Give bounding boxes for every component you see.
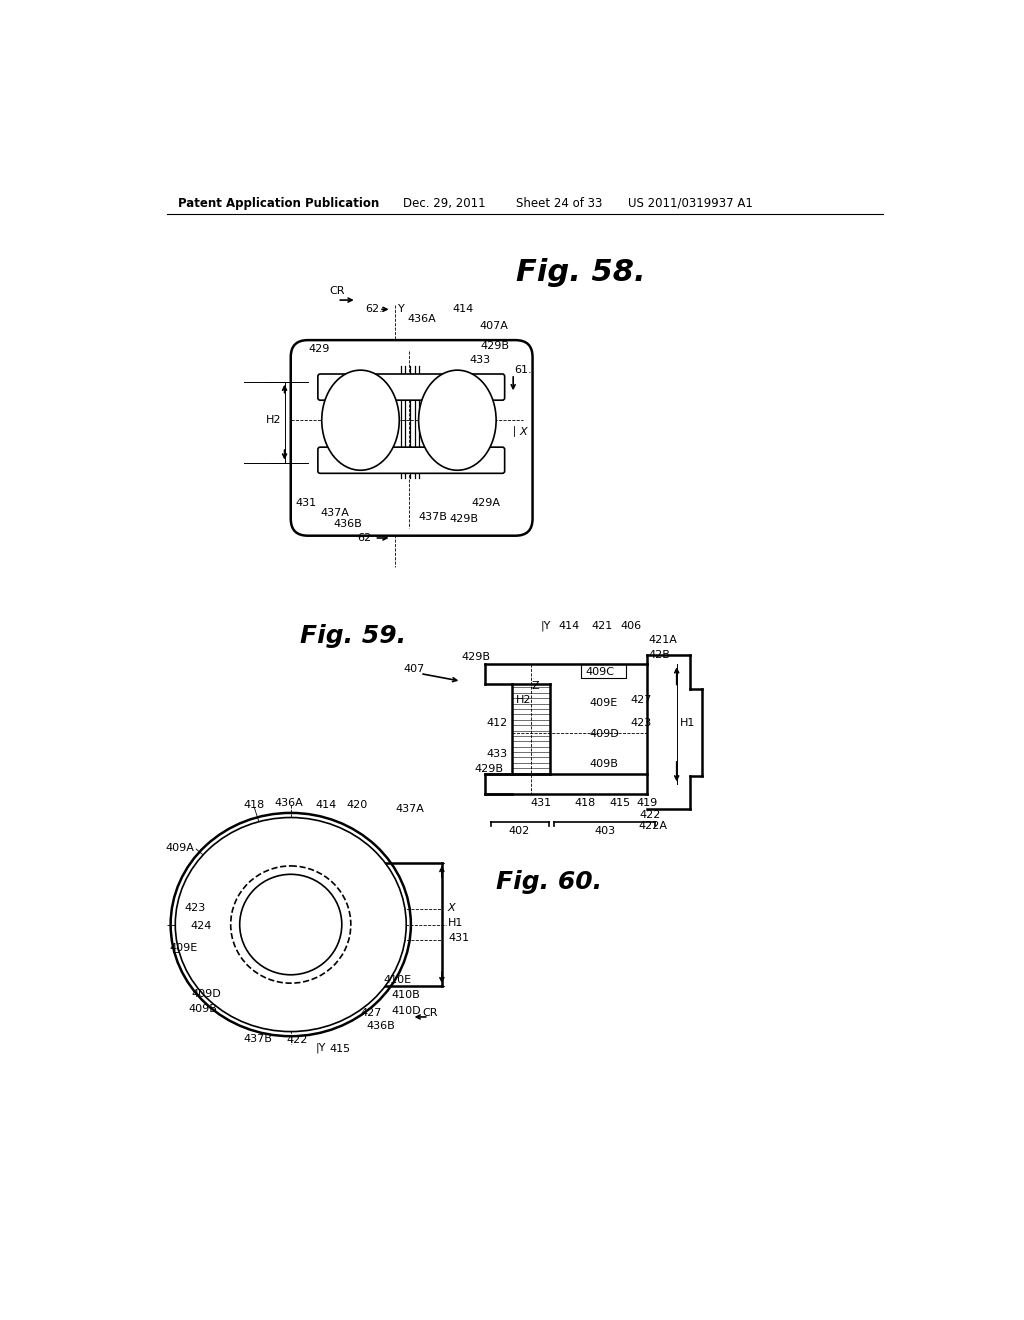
Text: 419: 419 — [637, 797, 657, 808]
Text: Patent Application Publication: Patent Application Publication — [178, 197, 380, 210]
Text: US 2011/0319937 A1: US 2011/0319937 A1 — [628, 197, 753, 210]
Text: |Y: |Y — [315, 1043, 326, 1053]
Text: 409D: 409D — [589, 729, 618, 739]
Text: 409A: 409A — [165, 842, 194, 853]
Text: 415: 415 — [330, 1044, 350, 1055]
Text: 407A: 407A — [479, 321, 508, 331]
Text: 424: 424 — [190, 921, 212, 931]
Text: H2: H2 — [266, 416, 282, 425]
Text: 61.: 61. — [514, 366, 531, 375]
Text: 412: 412 — [346, 438, 368, 449]
Text: 410D: 410D — [391, 1006, 421, 1016]
Text: 421: 421 — [592, 620, 612, 631]
Text: H1: H1 — [680, 718, 695, 727]
Text: 61.: 61. — [317, 383, 336, 393]
Text: 436B: 436B — [367, 1022, 395, 1031]
Text: Z: Z — [531, 681, 540, 690]
Text: Fig. 58.: Fig. 58. — [515, 257, 645, 286]
Text: 422: 422 — [287, 1035, 307, 1045]
Text: 436A: 436A — [407, 314, 436, 323]
Text: 406: 406 — [621, 620, 641, 631]
Text: 415: 415 — [609, 797, 631, 808]
Text: Dec. 29, 2011: Dec. 29, 2011 — [403, 197, 485, 210]
Text: 410E: 410E — [384, 975, 412, 985]
Text: 42B: 42B — [649, 649, 671, 660]
Text: .: . — [367, 533, 371, 543]
Text: 409E: 409E — [589, 698, 617, 708]
Text: Fig. 60.: Fig. 60. — [496, 870, 602, 894]
Text: 414: 414 — [452, 305, 473, 314]
Text: 431: 431 — [530, 797, 552, 808]
Text: 433: 433 — [469, 355, 490, 366]
Text: 421A: 421A — [649, 635, 678, 644]
Text: H1: H1 — [449, 917, 464, 928]
Text: 433: 433 — [486, 748, 508, 759]
Text: 427: 427 — [360, 1008, 382, 1018]
Text: Fig. 59.: Fig. 59. — [300, 624, 407, 648]
Text: 418: 418 — [244, 800, 265, 810]
Text: 436B: 436B — [334, 519, 362, 529]
Text: 423: 423 — [630, 718, 651, 727]
Text: 403: 403 — [594, 825, 615, 836]
Text: 422: 422 — [640, 810, 660, 820]
Text: 412: 412 — [486, 718, 508, 727]
Ellipse shape — [419, 370, 496, 470]
Text: Sheet 24 of 33: Sheet 24 of 33 — [515, 197, 602, 210]
Text: 418: 418 — [574, 797, 596, 808]
FancyBboxPatch shape — [317, 447, 505, 474]
Text: 429B: 429B — [461, 652, 490, 661]
Text: X: X — [519, 426, 527, 437]
Text: 409D: 409D — [191, 989, 221, 999]
Text: X: X — [447, 903, 455, 912]
Text: 62.: 62. — [366, 305, 383, 314]
Text: 429: 429 — [308, 345, 330, 354]
Text: 437A: 437A — [321, 508, 349, 517]
Text: 420: 420 — [346, 800, 368, 810]
Text: 431: 431 — [295, 499, 316, 508]
Ellipse shape — [230, 866, 351, 983]
FancyBboxPatch shape — [317, 374, 505, 400]
Text: 437B: 437B — [244, 1034, 272, 1044]
Text: 409E: 409E — [170, 942, 198, 953]
Text: H2: H2 — [515, 694, 531, 705]
Text: 437A: 437A — [395, 804, 424, 814]
Text: 427: 427 — [630, 694, 651, 705]
Ellipse shape — [175, 817, 407, 1032]
Text: CR: CR — [330, 286, 345, 296]
Text: Y: Y — [398, 305, 406, 314]
Ellipse shape — [240, 874, 342, 974]
Text: 410B: 410B — [391, 990, 420, 1001]
Text: 437B: 437B — [419, 512, 447, 523]
Text: 402: 402 — [509, 825, 530, 836]
Text: 414: 414 — [315, 800, 336, 810]
Text: CR: CR — [423, 1008, 438, 1018]
Text: 414: 414 — [558, 620, 580, 631]
Bar — [582, 664, 627, 678]
FancyBboxPatch shape — [291, 341, 532, 536]
Text: 431: 431 — [449, 933, 469, 944]
Text: 409B: 409B — [188, 1005, 217, 1014]
Text: 429A: 429A — [471, 499, 501, 508]
Ellipse shape — [171, 813, 411, 1036]
Text: 429B: 429B — [480, 342, 510, 351]
Text: |Y: |Y — [541, 620, 552, 631]
Text: 429B: 429B — [450, 513, 478, 524]
Text: 409B: 409B — [589, 759, 618, 770]
Ellipse shape — [322, 370, 399, 470]
Text: 429B: 429B — [475, 764, 504, 774]
Text: 62: 62 — [357, 533, 372, 543]
Text: 422A: 422A — [638, 821, 667, 832]
Text: 423: 423 — [184, 903, 206, 912]
Text: 436A: 436A — [274, 797, 303, 808]
Text: 409C: 409C — [586, 667, 614, 677]
Text: 407: 407 — [403, 664, 424, 675]
